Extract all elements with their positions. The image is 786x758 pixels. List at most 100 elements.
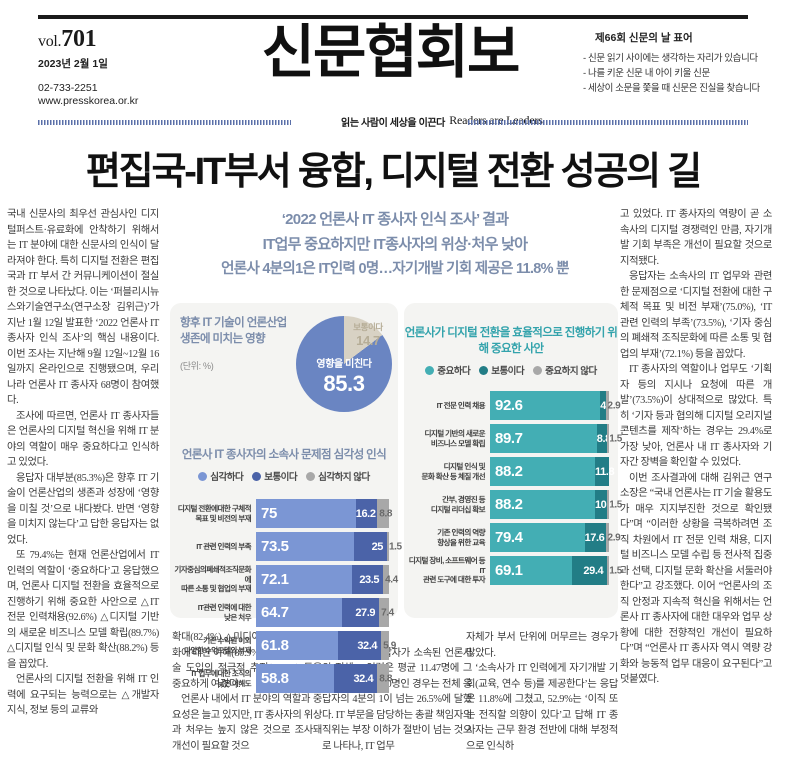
bar-segment-mid: 27.9 (342, 598, 380, 627)
masthead-top-rule (38, 15, 748, 19)
legend-item: 심각하다 (198, 469, 244, 483)
legend-label: 중요하다 (437, 366, 471, 377)
legend-swatch-icon (425, 365, 435, 375)
bar-segment-high: 88.2 (490, 457, 595, 486)
bar-track: 73.5 25 1.5 (256, 532, 402, 561)
legend-label: 심각하지 않다 (318, 472, 370, 483)
bar-value: 58.8 (261, 670, 289, 687)
pie-slice-name: 보통이다 (353, 322, 383, 332)
chart-legend-problem-severity: 심각하다 보통이다 심각하지 않다 (170, 469, 398, 483)
bar-row: 간부, 경영진 등 디지털 리더십 확보 88.2 10.3 1.5 (408, 490, 622, 519)
bar-category-label: IT관련 인력에 대한 낮은 처우 (174, 598, 256, 627)
bar-value: 17.6 (584, 531, 605, 544)
volume-line: vol.701 (38, 26, 188, 53)
paragraph: 자체가 부서 단위에 머무르는 경우가 많았다. (466, 632, 618, 659)
bar-segment-mid: 32.4 (334, 664, 378, 693)
legend-item: 중요하지 않다 (533, 363, 597, 377)
bar-track: 69.1 29.4 1.5 (490, 556, 622, 585)
chart-legend-important-issues: 중요하다 보통이다 중요하지 않다 (404, 363, 618, 377)
legend-swatch-icon (198, 471, 208, 481)
bar-track: 92.64.42.9 (490, 391, 621, 420)
bar-track: 79.4 17.6 2.9 (490, 523, 621, 552)
bar-segment-high: 79.4 (490, 523, 585, 552)
chart-pie-impact: 향후 IT 기술이 언론산업 생존에 미치는 영향 (단위: %) 보통이다 1… (170, 303, 398, 433)
bar-value: 72.1 (261, 571, 289, 588)
bar-category-line: 목표 및 비전의 부재 (195, 513, 251, 523)
bar-category-line: 비즈니스 모델 확립 (430, 438, 486, 448)
bar-row: IT 전문 인력 채용 92.64.42.9 (408, 391, 621, 420)
legend-swatch-icon (252, 471, 262, 481)
body-column-5: 고 있었다. IT 종사자의 역량이 곧 소속사의 디지털 경쟁력인 만큼, 자… (620, 207, 772, 688)
bar-track: 88.2 10.3 1.5 (490, 490, 622, 519)
website-url[interactable]: www.presskorea.or.kr (38, 95, 139, 107)
bar-category-label: IT 관련 인력의 부족 (174, 532, 256, 561)
bar-value: 61.8 (261, 637, 289, 654)
bar-segment-low: 1.5 (607, 490, 622, 519)
legend-item: 보통이다 (479, 363, 525, 377)
pie-slice-name: 영향을 미친다 (316, 359, 372, 370)
subheadline-1: ‘2022 언론사 IT 종사자 인식 조사’ 결과 (281, 211, 509, 228)
bar-category-label: 디지털 기반의 새로운 비즈니스 모델 확립 (408, 424, 490, 453)
bar-value: 29.4 (583, 564, 604, 577)
bar-value: 1.5 (609, 499, 622, 510)
pie-graphic (296, 316, 392, 412)
legend-swatch-icon (306, 471, 316, 481)
legend-label: 보통이다 (491, 366, 525, 377)
bar-category-line: IT 업무에대한 조직의 (191, 668, 251, 678)
bar-segment-high: 75 (256, 499, 356, 528)
bar-category-line: 향상을 위한 교육 (437, 537, 485, 547)
bar-category-label: 디지털 전환에대한 구체적 목표 및 비전의 부재 (174, 499, 256, 528)
bar-category-line: 따른 소통 및 협업의 부재 (181, 584, 252, 594)
bar-segment-high: 58.8 (256, 664, 335, 693)
bar-segment-low: 5.9 (381, 631, 396, 660)
bar-track: 58.8 32.4 8.8 (256, 664, 392, 693)
article-subheadlines: ‘2022 언론사 IT 종사자 인식 조사’ 결과 IT업무 중요하지만 IT… (175, 207, 615, 282)
bar-value: 2.9 (607, 532, 621, 543)
bar-category-line: 문화 확산 등 체질 개선 (421, 471, 485, 481)
pie-slice-label-normal: 보통이다 14.7 (346, 322, 390, 348)
bar-category-line: 간부, 경영진 등 (442, 494, 485, 504)
masthead: vol.701 2023년 2월 1일 02-733-2251 www.pres… (0, 20, 786, 108)
bar-category-line: 디지털 인식 및 (443, 461, 486, 471)
bar-value: 79.4 (495, 529, 523, 546)
bar-row: IT 업무에대한 조직의 낮은 이해도 58.8 32.4 8.8 (174, 664, 392, 693)
bar-category-label: 기자중심의폐쇄적조직문화에 따른 소통 및 협업의 부재 (174, 565, 256, 594)
bar-category-label: 기존 인력의 역량 향상을 위한 교육 (408, 523, 490, 552)
slogan-item: - 나를 키운 신문 내 아이 키울 신문 (583, 68, 710, 79)
bar-value: 5.9 (383, 640, 396, 651)
bar-value: 89.7 (495, 430, 523, 447)
legend-item: 중요하다 (425, 363, 471, 377)
bar-segment-high: 61.8 (256, 631, 339, 660)
bar-value: 8.8 (379, 508, 392, 519)
bar-value: 7.4 (381, 607, 394, 618)
bar-value: 88.2 (495, 463, 523, 480)
bar-segment-mid: 17.6 (584, 523, 606, 552)
bar-segment-low: 8.8 (377, 664, 392, 693)
chart-title-important-issues: 언론사가 디지털 전환을 효율적으로 진행하기 위해 중요한 사안 (404, 327, 618, 355)
bar-track: 89.7 8.8 1.5 (490, 424, 622, 453)
bar-segment-mid: 16.2 (355, 499, 378, 528)
bar-segment-high: 73.5 (256, 532, 354, 561)
pie-slice-label-impact: 영향을 미친다 85.3 (304, 358, 384, 396)
body-column-4: 자체가 부서 단위에 머무르는 경우가 많았다. ‘소속사가 IT 인력에게 자… (466, 630, 618, 754)
bar-category-line: 기존 인력의 역량 (437, 527, 485, 537)
bar-segment-high: 69.1 (490, 556, 573, 585)
legend-swatch-icon (533, 365, 543, 375)
bar-segment-high: 89.7 (490, 424, 597, 453)
bar-segment-low: 2.9 (605, 391, 621, 420)
bar-row: 디지털 기반의 새로운 비즈니스 모델 확립 89.7 8.8 1.5 (408, 424, 622, 453)
dotted-rule-left (38, 120, 291, 125)
bar-segment-low: 1.5 (607, 424, 622, 453)
bar-category-label: 간부, 경영진 등 디지털 리더십 확보 (408, 490, 490, 519)
bar-segment-mid: 32.4 (338, 631, 382, 660)
slogan-box: 제66회 신문의 날 표어 - 신문 읽기 사이에는 생각하는 자리가 있습니다… (583, 30, 783, 96)
bar-segment-low: 1.5 (387, 532, 402, 561)
chart-unit-label: (단위: %) (180, 361, 214, 371)
bar-value: 73.5 (261, 538, 289, 555)
bar-value: 1.5 (609, 433, 622, 444)
bar-track: 61.8 32.4 5.9 (256, 631, 396, 660)
legend-item: 보통이다 (252, 469, 298, 483)
bar-group-problem-severity: 디지털 전환에대한 구체적 목표 및 비전의 부재 75 16.2 8.8 IT 관련 인… (170, 499, 402, 697)
legend-swatch-icon (479, 365, 489, 375)
